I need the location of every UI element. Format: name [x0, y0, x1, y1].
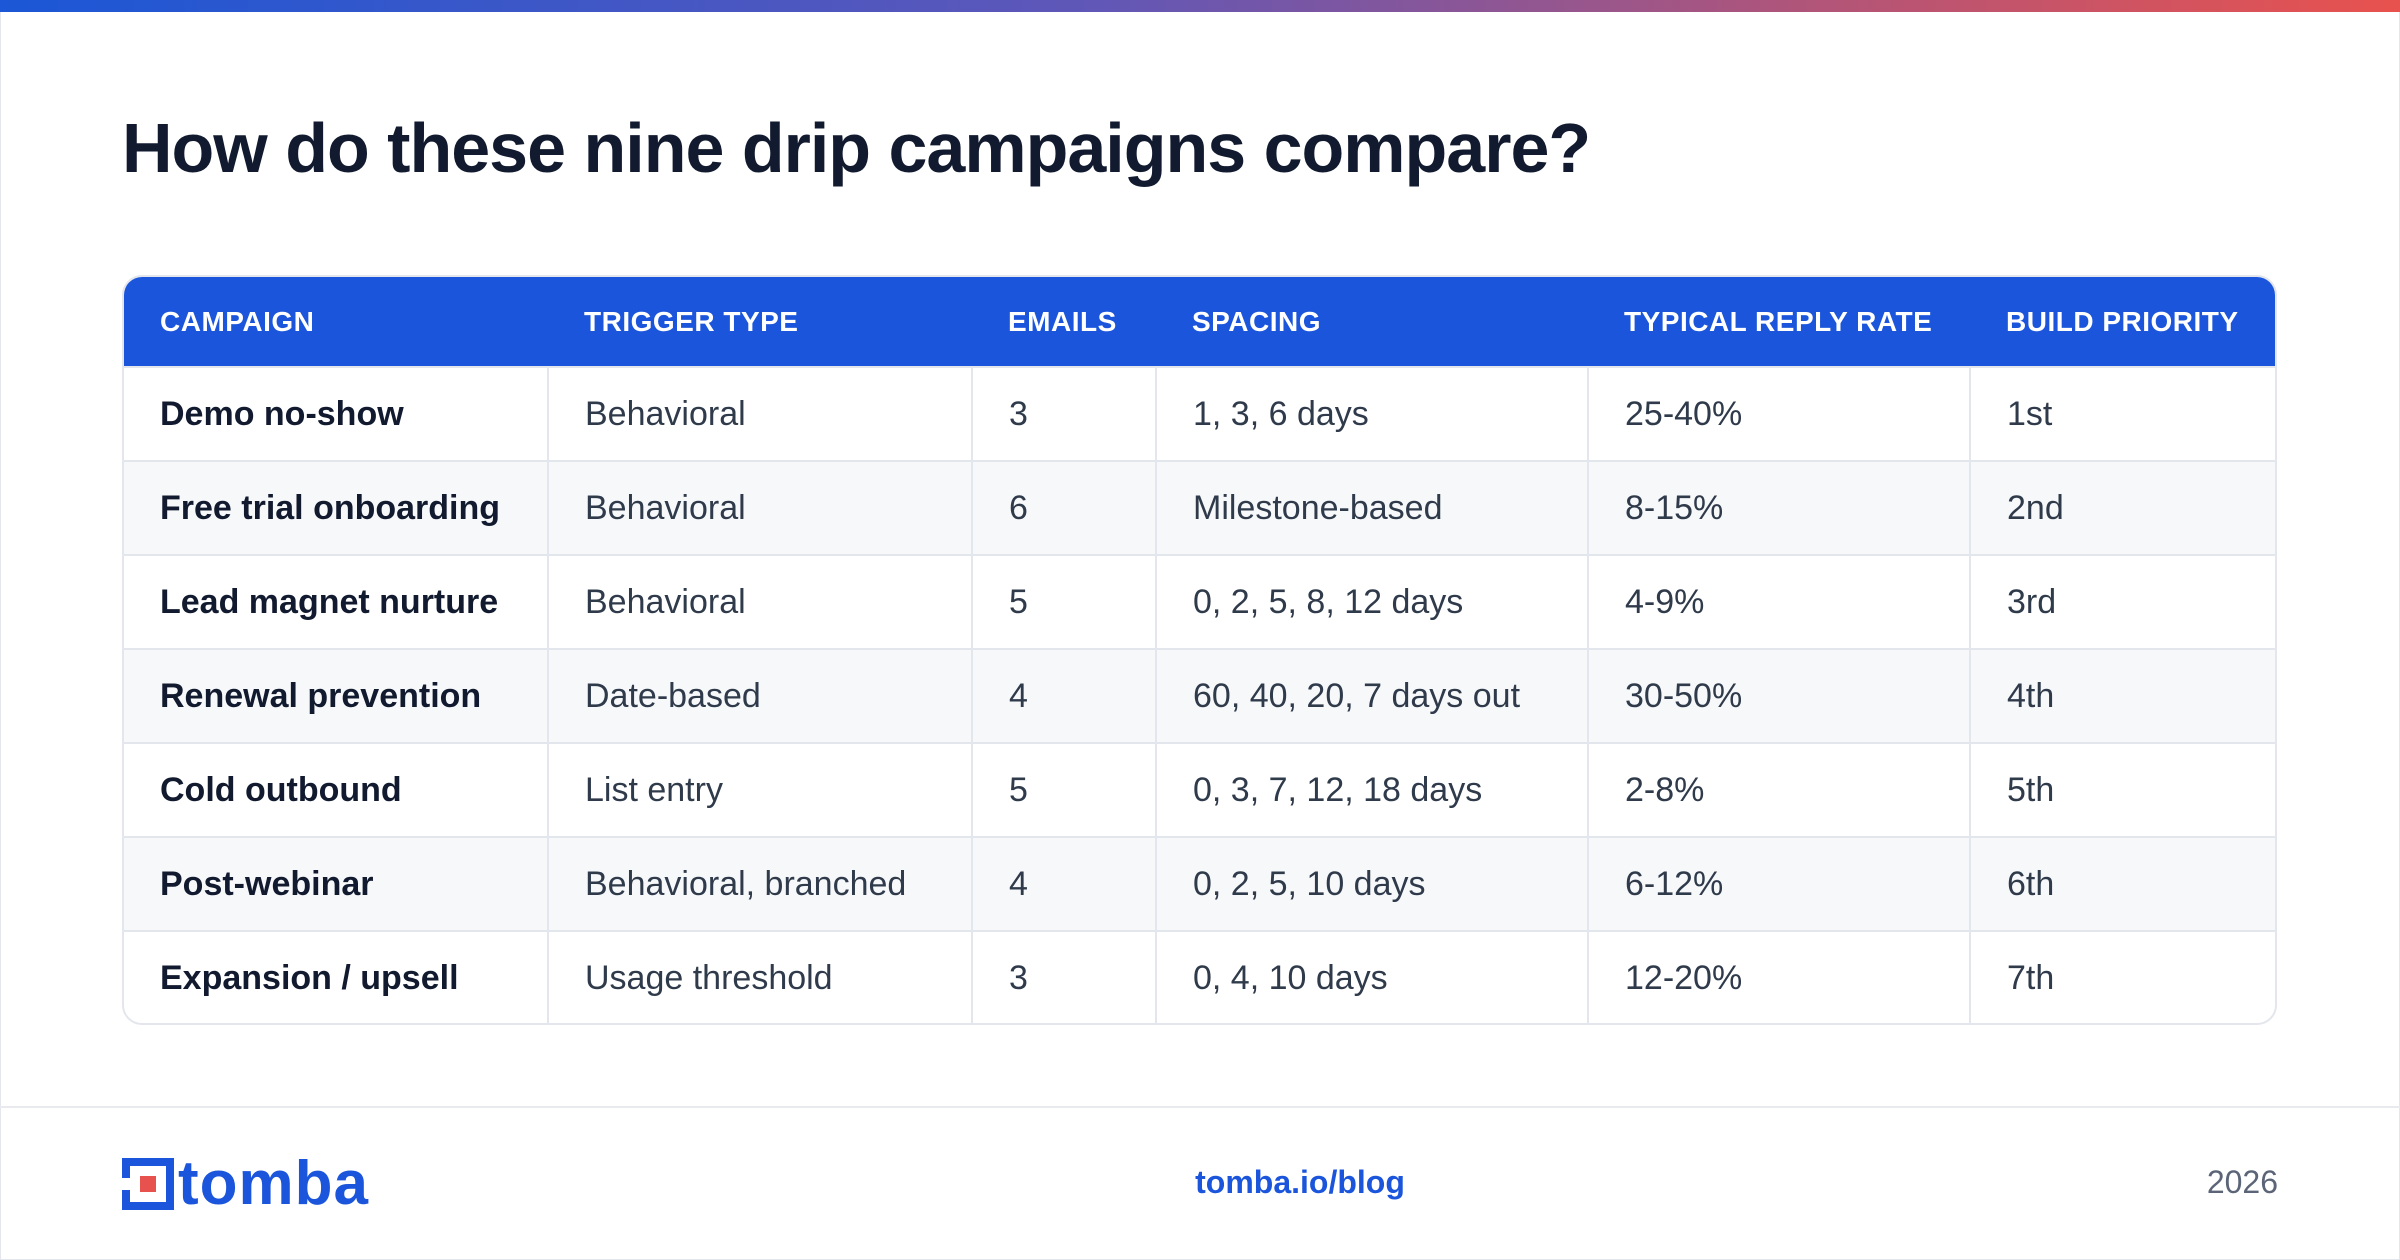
cell-reply-rate: 4-9%: [1587, 554, 1970, 649]
cell-build-priority: 2nd: [1969, 460, 2275, 555]
comparison-table: CAMPAIGN TRIGGER TYPE EMAILS SPACING TYP…: [122, 275, 2277, 1025]
cell-campaign: Cold outbound: [124, 742, 548, 837]
blog-link[interactable]: tomba.io/blog: [1195, 1164, 1405, 1200]
table-row: Cold outbound List entry 5 0, 3, 7, 12, …: [124, 742, 2275, 837]
cell-reply-rate: 8-15%: [1587, 460, 1970, 555]
cell-spacing: Milestone-based: [1155, 460, 1588, 555]
cell-campaign: Lead magnet nurture: [124, 554, 548, 649]
cell-emails: 5: [971, 554, 1156, 649]
footer-divider: [0, 1106, 2400, 1108]
cell-emails: 4: [971, 648, 1156, 743]
cell-trigger-type: Date-based: [547, 648, 972, 743]
cell-trigger-type: Usage threshold: [547, 930, 972, 1023]
table-row: Expansion / upsell Usage threshold 3 0, …: [124, 930, 2275, 1023]
cell-reply-rate: 2-8%: [1587, 742, 1970, 837]
cell-campaign: Post-webinar: [124, 836, 548, 931]
cell-emails: 3: [971, 366, 1156, 461]
cell-build-priority: 7th: [1969, 930, 2275, 1023]
cell-trigger-type: Behavioral: [547, 554, 972, 649]
column-header-reply-rate: TYPICAL REPLY RATE: [1624, 305, 1933, 337]
cell-emails: 4: [971, 836, 1156, 931]
page-title: How do these nine drip campaigns compare…: [122, 109, 1591, 187]
table-row: Free trial onboarding Behavioral 6 Miles…: [124, 460, 2275, 555]
cell-trigger-type: Behavioral: [547, 460, 972, 555]
column-header-emails: EMAILS: [1008, 305, 1117, 337]
cell-build-priority: 5th: [1969, 742, 2275, 837]
cell-reply-rate: 30-50%: [1587, 648, 1970, 743]
cell-reply-rate: 25-40%: [1587, 366, 1970, 461]
cell-trigger-type: Behavioral: [547, 366, 972, 461]
tomba-logo-icon: [122, 1158, 174, 1210]
table-header-row: CAMPAIGN TRIGGER TYPE EMAILS SPACING TYP…: [124, 277, 2275, 367]
brand-wordmark: tomba: [178, 1149, 369, 1218]
cell-spacing: 0, 2, 5, 8, 12 days: [1155, 554, 1588, 649]
cell-spacing: 0, 2, 5, 10 days: [1155, 836, 1588, 931]
cell-emails: 6: [971, 460, 1156, 555]
cell-spacing: 0, 4, 10 days: [1155, 930, 1588, 1023]
cell-build-priority: 3rd: [1969, 554, 2275, 649]
cell-spacing: 0, 3, 7, 12, 18 days: [1155, 742, 1588, 837]
brand-logo[interactable]: tomba: [122, 1149, 369, 1218]
accent-bar: [0, 0, 2400, 12]
cell-spacing: 1, 3, 6 days: [1155, 366, 1588, 461]
column-header-campaign: CAMPAIGN: [160, 305, 315, 337]
cell-campaign: Free trial onboarding: [124, 460, 548, 555]
cell-emails: 5: [971, 742, 1156, 837]
footer-year: 2026: [2206, 1164, 2278, 1200]
cell-campaign: Renewal prevention: [124, 648, 548, 743]
table-row: Demo no-show Behavioral 3 1, 3, 6 days 2…: [124, 366, 2275, 461]
cell-trigger-type: List entry: [547, 742, 972, 837]
cell-build-priority: 6th: [1969, 836, 2275, 931]
cell-reply-rate: 12-20%: [1587, 930, 1970, 1023]
table-row: Lead magnet nurture Behavioral 5 0, 2, 5…: [124, 554, 2275, 649]
cell-reply-rate: 6-12%: [1587, 836, 1970, 931]
cell-campaign: Demo no-show: [124, 366, 548, 461]
column-header-build-priority: BUILD PRIORITY: [2006, 305, 2239, 337]
table-row: Renewal prevention Date-based 4 60, 40, …: [124, 648, 2275, 743]
cell-build-priority: 1st: [1969, 366, 2275, 461]
cell-campaign: Expansion / upsell: [124, 930, 548, 1023]
column-header-spacing: SPACING: [1192, 305, 1321, 337]
cell-build-priority: 4th: [1969, 648, 2275, 743]
cell-emails: 3: [971, 930, 1156, 1023]
cell-trigger-type: Behavioral, branched: [547, 836, 972, 931]
table-row: Post-webinar Behavioral, branched 4 0, 2…: [124, 836, 2275, 931]
column-header-trigger-type: TRIGGER TYPE: [584, 305, 799, 337]
cell-spacing: 60, 40, 20, 7 days out: [1155, 648, 1588, 743]
